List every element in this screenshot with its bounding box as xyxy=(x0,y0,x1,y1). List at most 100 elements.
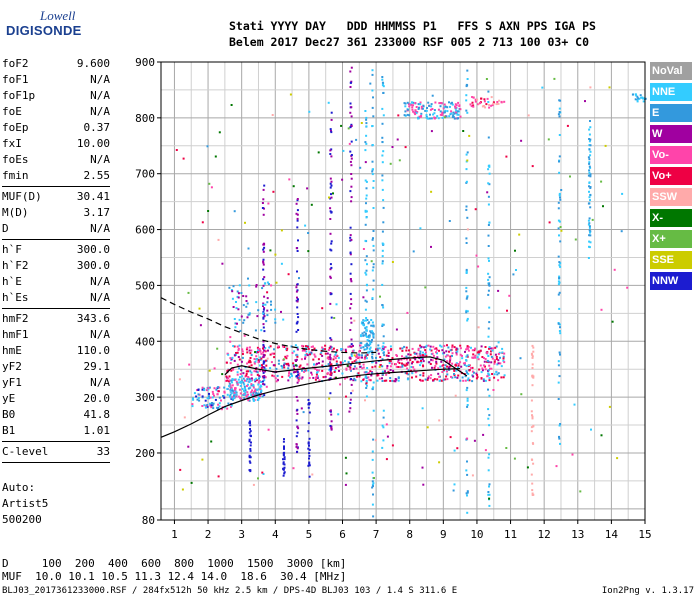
echo-point xyxy=(229,396,232,399)
echo-point xyxy=(442,107,445,110)
echo-point xyxy=(640,96,643,99)
echo-point xyxy=(316,362,318,365)
echo-point xyxy=(272,364,275,367)
param-value: 33 xyxy=(96,445,110,458)
echo-point xyxy=(251,393,254,396)
echo-point xyxy=(466,69,469,72)
echo-point xyxy=(382,335,385,338)
echo-point xyxy=(282,462,285,465)
echo-point xyxy=(611,320,614,323)
echo-point xyxy=(382,323,385,326)
echo-point xyxy=(307,345,309,348)
echo-point xyxy=(494,346,497,349)
echo-point xyxy=(483,98,486,101)
echo-point xyxy=(329,373,332,376)
echo-point xyxy=(335,376,337,379)
echo-point xyxy=(588,190,590,193)
echo-point xyxy=(437,367,440,370)
echo-point xyxy=(372,409,375,412)
echo-point xyxy=(439,105,442,108)
echo-point xyxy=(329,276,332,279)
echo-point xyxy=(559,198,562,201)
echo-point xyxy=(479,364,482,367)
echo-point xyxy=(276,379,279,382)
echo-point xyxy=(356,375,358,378)
echo-point xyxy=(495,103,498,106)
echo-point xyxy=(306,187,309,190)
echo-point xyxy=(353,354,356,357)
echo-point xyxy=(350,353,353,356)
echo-point xyxy=(530,410,533,413)
echo-point xyxy=(296,250,299,252)
echo-point xyxy=(422,105,425,108)
echo-point xyxy=(427,117,430,120)
echo-point xyxy=(424,109,427,112)
echo-point xyxy=(307,430,310,433)
echo-point xyxy=(449,436,452,439)
echo-point xyxy=(266,291,269,294)
echo-point xyxy=(365,118,368,121)
echo-point xyxy=(451,346,454,349)
echo-point xyxy=(382,409,385,412)
echo-point xyxy=(334,369,337,372)
echo-point xyxy=(296,226,299,229)
echo-point xyxy=(324,348,327,351)
echo-point xyxy=(249,434,252,437)
echo-point xyxy=(256,371,259,374)
echo-point xyxy=(267,428,270,431)
echo-point xyxy=(413,368,416,371)
echo-point xyxy=(456,447,459,450)
echo-point xyxy=(456,376,459,379)
echo-point xyxy=(559,265,562,268)
echo-point xyxy=(468,134,471,137)
echo-point xyxy=(249,461,252,464)
echo-point xyxy=(329,392,332,395)
echo-point xyxy=(455,347,458,350)
echo-point xyxy=(206,405,209,408)
echo-point xyxy=(443,358,446,361)
echo-point xyxy=(349,398,352,401)
echo-point xyxy=(239,329,242,332)
echo-point xyxy=(349,190,352,193)
echo-point xyxy=(427,344,430,347)
echo-point xyxy=(334,353,337,356)
echo-point xyxy=(250,394,253,396)
echo-point xyxy=(429,113,431,116)
echo-point xyxy=(480,371,483,374)
echo-point xyxy=(240,360,243,363)
echo-point xyxy=(297,427,300,430)
echo-point xyxy=(589,154,592,157)
echo-point xyxy=(588,196,591,199)
echo-point xyxy=(421,407,424,410)
echo-point xyxy=(488,483,491,486)
echo-point xyxy=(255,370,258,373)
param-row: M(D) 3.17 xyxy=(2,205,110,221)
echo-point xyxy=(291,374,293,377)
echo-point xyxy=(353,319,356,322)
echo-point xyxy=(404,110,407,113)
echo-point xyxy=(312,376,315,379)
echo-point xyxy=(559,332,562,335)
echo-point xyxy=(196,389,199,391)
y-tick-label: 700 xyxy=(135,168,155,181)
echo-point xyxy=(490,104,493,107)
echo-point xyxy=(422,354,424,357)
echo-point xyxy=(271,114,274,116)
echo-point xyxy=(382,439,385,442)
x-tick-label: 1 xyxy=(171,528,178,541)
echo-point xyxy=(466,460,468,463)
echo-point xyxy=(366,339,369,342)
echo-point xyxy=(330,211,333,214)
echo-point xyxy=(377,352,380,355)
echo-point xyxy=(381,370,384,373)
echo-point xyxy=(296,431,299,434)
echo-point xyxy=(465,99,468,102)
echo-point xyxy=(223,391,226,394)
echo-point xyxy=(339,383,342,386)
echo-point xyxy=(271,352,274,355)
echo-point xyxy=(262,250,265,253)
param-value: N/A xyxy=(90,275,110,288)
echo-point xyxy=(443,103,446,106)
echo-point xyxy=(411,108,414,111)
echo-point xyxy=(234,387,236,390)
